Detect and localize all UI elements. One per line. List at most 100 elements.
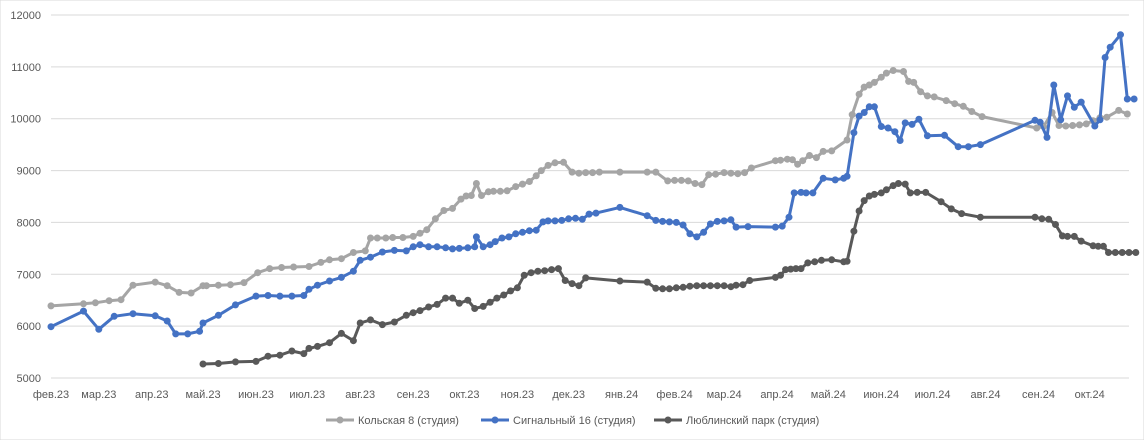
data-point xyxy=(449,204,456,212)
data-point xyxy=(700,282,708,290)
data-point xyxy=(713,217,721,225)
data-point xyxy=(252,357,260,365)
data-point xyxy=(860,197,868,205)
data-point xyxy=(734,170,742,178)
data-point xyxy=(850,227,858,235)
data-point xyxy=(727,169,735,177)
legend-label: Сигнальный 16 (студия) xyxy=(513,415,636,427)
data-point xyxy=(47,302,55,310)
y-tick-label: 9000 xyxy=(17,166,41,178)
data-point xyxy=(659,285,667,293)
data-point xyxy=(455,299,463,307)
data-point xyxy=(300,292,308,299)
data-point xyxy=(672,218,680,226)
data-point xyxy=(525,227,533,235)
gridlines xyxy=(51,14,1129,379)
data-point xyxy=(848,111,856,119)
data-point xyxy=(163,282,171,290)
data-point xyxy=(525,178,533,185)
data-point xyxy=(664,177,672,185)
x-tick-label: фев.24 xyxy=(656,389,692,401)
data-point xyxy=(616,203,624,211)
data-point xyxy=(942,97,950,105)
y-axis-ticks: 5000 6000 7000 8000 9000 10000 11000 12000 xyxy=(10,10,41,385)
data-point xyxy=(479,243,487,251)
y-tick-label: 12000 xyxy=(10,10,41,22)
data-point xyxy=(520,271,528,279)
legend: Кольская 8 (студия) Сигнальный 16 (студия… xyxy=(326,415,819,427)
data-point xyxy=(565,215,573,223)
data-point xyxy=(811,258,819,266)
x-axis-ticks: фев.23 мар.23 апр.23 май.23 июн.23 июл.23 авг.… xyxy=(33,389,1105,401)
data-point xyxy=(390,246,398,254)
series-2 xyxy=(199,180,1140,368)
data-point xyxy=(616,277,624,285)
legend-entry: Сигнальный 16 (студия) xyxy=(481,415,636,427)
data-point xyxy=(686,230,694,238)
data-point xyxy=(534,267,542,275)
data-point xyxy=(679,283,687,291)
data-point xyxy=(1036,118,1044,126)
data-point xyxy=(214,360,222,367)
data-point xyxy=(1057,116,1065,124)
data-point xyxy=(1070,103,1078,111)
data-point xyxy=(806,152,813,159)
x-tick-label: мар.24 xyxy=(707,389,742,401)
data-point xyxy=(706,220,714,228)
data-point xyxy=(151,312,159,320)
data-point xyxy=(1105,249,1112,256)
data-point xyxy=(425,303,433,311)
data-point xyxy=(1111,249,1119,256)
data-point xyxy=(850,129,858,137)
data-point xyxy=(214,311,222,319)
data-point xyxy=(700,228,708,236)
data-point xyxy=(252,292,260,300)
data-point xyxy=(214,281,222,289)
data-point xyxy=(693,233,701,241)
data-point xyxy=(326,277,333,285)
data-point xyxy=(367,316,374,324)
data-point xyxy=(732,281,740,289)
data-point xyxy=(575,282,583,290)
data-point xyxy=(951,100,959,108)
data-point xyxy=(643,278,651,286)
data-point xyxy=(498,234,506,242)
data-point xyxy=(855,90,863,98)
data-point xyxy=(305,344,313,352)
data-point xyxy=(288,347,296,355)
data-point xyxy=(659,217,667,225)
x-tick-label: авг.24 xyxy=(971,389,1001,401)
data-point xyxy=(1062,122,1070,130)
data-point xyxy=(739,281,747,289)
data-point xyxy=(416,307,424,315)
data-point xyxy=(490,187,497,195)
data-point xyxy=(232,301,239,309)
data-point xyxy=(790,189,798,197)
data-point xyxy=(1038,215,1046,223)
data-point xyxy=(314,342,321,350)
data-point xyxy=(1077,98,1085,106)
data-point xyxy=(512,230,520,238)
series-0 xyxy=(47,67,1131,310)
data-point xyxy=(964,143,972,151)
data-point xyxy=(771,223,779,231)
data-point xyxy=(382,234,390,242)
data-point xyxy=(777,156,784,164)
data-point xyxy=(901,119,909,127)
data-point xyxy=(425,243,433,251)
data-point xyxy=(541,267,549,275)
data-point xyxy=(819,147,827,155)
data-point xyxy=(356,319,364,327)
data-point xyxy=(105,297,113,305)
data-point xyxy=(300,350,308,358)
data-point xyxy=(665,218,673,226)
data-point xyxy=(416,241,424,249)
data-point xyxy=(937,198,945,206)
data-point xyxy=(684,177,692,185)
data-point xyxy=(691,180,699,187)
data-point xyxy=(455,244,463,252)
data-point xyxy=(464,244,472,252)
data-point xyxy=(720,282,728,290)
data-point xyxy=(976,141,984,149)
data-point xyxy=(1043,133,1051,141)
